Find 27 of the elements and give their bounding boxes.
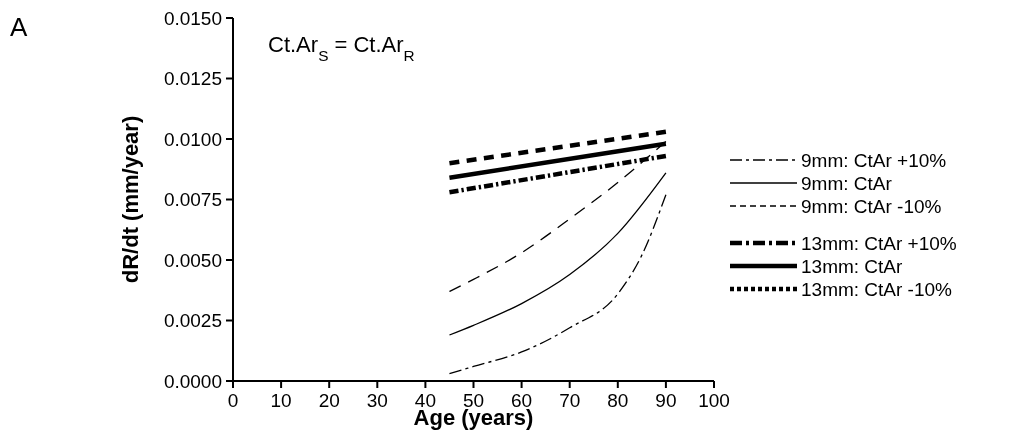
annotation: Ct.Ar$_{S}$ = Ct.Ar$_{R}$ xyxy=(268,32,415,64)
y-tick-label: 0.0075 xyxy=(163,189,222,211)
text: A xyxy=(10,12,28,42)
legend-label: 13mm: CtAr -10% xyxy=(801,278,953,300)
y-tick-label: 0.0125 xyxy=(163,68,222,90)
y-tick-label: 0.0000 xyxy=(163,370,222,392)
y-tick-label: 0.0150 xyxy=(163,7,222,29)
x-tick-label: 20 xyxy=(318,390,340,411)
x-tick-label: 40 xyxy=(414,390,436,411)
x-tick-label: 0 xyxy=(227,390,239,411)
legend-label: 9mm: CtAr xyxy=(801,172,893,194)
y-tick-label: 0.0050 xyxy=(163,249,222,271)
line-series xyxy=(448,194,667,375)
x-tick-label: 30 xyxy=(366,390,388,411)
legend-label: 13mm: CtAr xyxy=(801,255,904,277)
legend-label: 9mm: CtAr -10% xyxy=(801,195,942,217)
x-tick-label: 80 xyxy=(607,390,629,411)
x-tick-label: 90 xyxy=(655,390,677,411)
y-tick-label: 0.0025 xyxy=(163,310,222,332)
x-tick-label: 100 xyxy=(698,390,730,411)
y-axis-title: dR/dt (mm/year) xyxy=(118,115,143,284)
y-tick-label: 0.0100 xyxy=(163,128,222,150)
line-series xyxy=(448,172,667,336)
x-tick-label: 70 xyxy=(559,390,581,411)
legend-label: 13mm: CtAr +10% xyxy=(801,232,957,254)
x-tick-label: 10 xyxy=(270,390,292,411)
legend-label: 9mm: CtAr +10% xyxy=(801,149,947,171)
